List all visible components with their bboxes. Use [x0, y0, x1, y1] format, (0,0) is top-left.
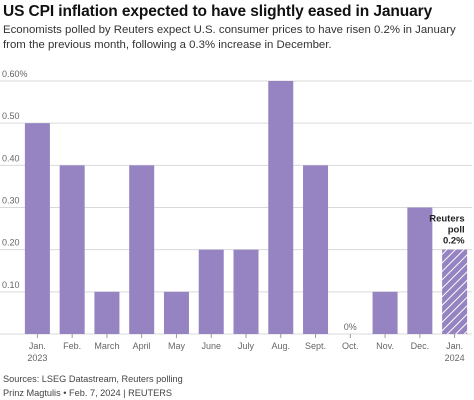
- x-tick-label: April: [133, 341, 151, 351]
- bar: [303, 165, 329, 334]
- y-tick-label: 0.20: [2, 238, 20, 248]
- x-tick-label: 2023: [27, 353, 47, 363]
- bar: [59, 165, 85, 334]
- y-tick-label: 0.50: [2, 111, 20, 121]
- x-tick-label: Jan.: [29, 341, 46, 351]
- x-tick-label: March: [94, 341, 119, 351]
- x-tick-label: Aug.: [272, 341, 291, 351]
- x-tick-label: Dec.: [411, 341, 430, 351]
- x-tick-label: Feb.: [63, 341, 81, 351]
- x-tick-label: Sept.: [305, 341, 326, 351]
- chart-subtitle: Economists polled by Reuters expect U.S.…: [3, 24, 456, 51]
- bar: [94, 291, 120, 334]
- poll-annotation: 0.2%: [443, 236, 465, 247]
- x-tick-label: July: [238, 341, 255, 351]
- y-tick-label: 0.30: [2, 196, 20, 206]
- poll-annotation: poll: [448, 225, 465, 236]
- x-tick-label: 2024: [445, 353, 465, 363]
- bar: [24, 123, 50, 335]
- bar: [198, 249, 224, 334]
- y-tick-label: 0.60%: [2, 69, 28, 79]
- bar: [163, 291, 189, 334]
- x-tick-label: May: [168, 341, 186, 351]
- bar: [442, 249, 468, 334]
- bar: [268, 81, 294, 334]
- sources-note: Sources: LSEG Datastream, Reuters pollin…: [3, 374, 183, 384]
- poll-annotation: Reuters: [429, 214, 464, 225]
- x-tick-label: June: [201, 341, 221, 351]
- y-tick-label: 0.40: [2, 153, 20, 163]
- x-tick-label: Oct.: [342, 341, 359, 351]
- bar: [233, 249, 259, 334]
- bar: [372, 291, 398, 334]
- bar: [129, 165, 155, 334]
- data-label: 0%: [344, 322, 357, 332]
- credit-line: Prinz Magtulis • Feb. 7, 2024 | REUTERS: [3, 388, 172, 398]
- y-tick-label: 0.10: [2, 280, 20, 290]
- x-tick-label: Nov.: [376, 341, 394, 351]
- x-tick-label: Jan.: [446, 341, 463, 351]
- bar: [407, 207, 433, 334]
- chart-title: US CPI inflation expected to have slight…: [3, 3, 433, 20]
